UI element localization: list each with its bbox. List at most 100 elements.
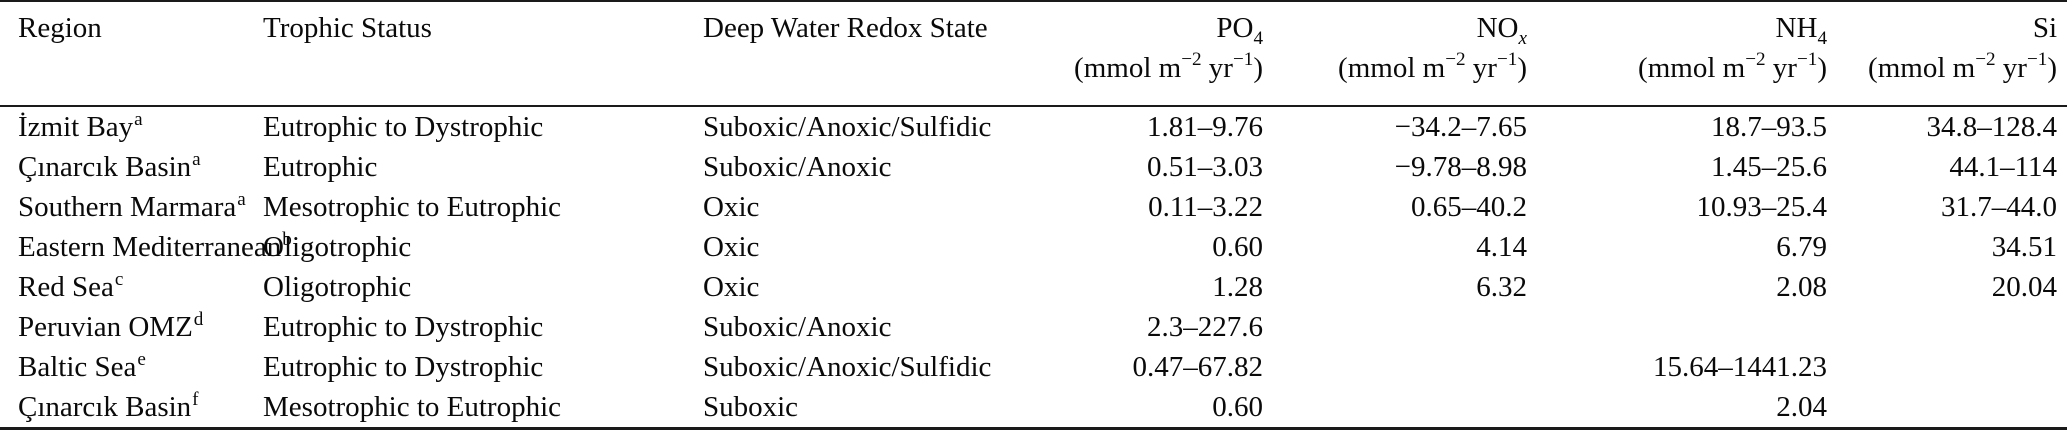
region-name: Çınarcık Basin (18, 391, 192, 423)
region-name: Peruvian OMZ (18, 311, 193, 343)
region-cell: Eastern Mediterraneanb (0, 227, 292, 267)
unit-mid: yr (1465, 52, 1497, 84)
footnote-marker: a (237, 189, 246, 211)
po4-value-cell: 0.60 (1212, 231, 1263, 263)
region-cell: Red Seac (0, 267, 263, 307)
si-symbol: Si (1827, 8, 2057, 48)
nh4-value-cell: 6.79 (1776, 231, 1827, 263)
unit-open: (mmol m (1638, 52, 1746, 84)
unit-close: ) (1253, 52, 1263, 84)
si-value-cell: 34.8–128.4 (1926, 111, 2058, 143)
nox-symbol: NOx (1263, 8, 1527, 48)
si-value-cell: 20.04 (1991, 271, 2057, 303)
nh4-value-cell: 2.04 (1776, 391, 1827, 423)
trophic-status-cell: Eutrophic to Dystrophic (263, 311, 544, 343)
si-symbol-text: Si (2032, 12, 2057, 44)
nox-value-cell (1263, 307, 1527, 347)
region-cell: Baltic Seae (0, 347, 263, 387)
footnote-marker: a (192, 149, 201, 171)
region-cell: Peruvian OMZd (0, 307, 263, 347)
table-row: Southern Marmaraa Mesotrophic to Eutroph… (0, 187, 2067, 227)
unit-mid: yr (1995, 52, 2027, 84)
redox-state-cell: Oxic (703, 231, 760, 263)
region-name: Çınarcık Basin (18, 151, 192, 183)
po4-unit: (mmol m−2 yr−1) (1003, 48, 1263, 88)
footnote-marker: c (114, 269, 124, 291)
nox-value-cell: 6.32 (1476, 271, 1527, 303)
header-row: Region Trophic Status Deep Water Redox S… (0, 1, 2067, 107)
nox-value-cell: 4.14 (1476, 231, 1527, 263)
col-header-si: Si (mmol m−2 yr−1) (1827, 1, 2067, 107)
po4-subscript: 4 (1253, 27, 1263, 49)
po4-value-cell: 0.47–67.82 (1132, 351, 1264, 383)
trophic-status-cell: Mesotrophic to Eutrophic (263, 391, 562, 423)
redox-state-cell: Oxic (703, 271, 760, 303)
trophic-status-cell: Oligotrophic (263, 271, 412, 303)
si-value-cell: 34.51 (1991, 231, 2057, 263)
table-row: Baltic Seae Eutrophic to Dystrophic Subo… (0, 347, 2067, 387)
footnote-marker: b (282, 229, 292, 251)
si-value-cell: 44.1–114 (1949, 151, 2057, 183)
col-header-trophic-status: Trophic Status (263, 1, 703, 107)
col-header-region: Region (0, 1, 263, 107)
si-unit: (mmol m−2 yr−1) (1827, 48, 2057, 88)
nh4-value-cell (1527, 307, 1827, 347)
col-header-po4: PO4 (mmol m−2 yr−1) (1003, 1, 1263, 107)
redox-state-cell: Suboxic (703, 391, 799, 423)
unit-mid: yr (1765, 52, 1797, 84)
unit-open: (mmol m (1868, 52, 1976, 84)
po4-value-cell: 1.81–9.76 (1147, 111, 1263, 143)
footnote-marker: e (137, 349, 146, 371)
table-row: Çınarcık Basinf Mesotrophic to Eutrophic… (0, 387, 2067, 429)
nox-value-cell: −34.2–7.65 (1394, 111, 1527, 143)
table-header: Region Trophic Status Deep Water Redox S… (0, 1, 2067, 107)
region-name: İzmit Bay (18, 111, 134, 143)
trophic-status-cell: Eutrophic to Dystrophic (263, 111, 544, 143)
table-row: İzmit Baya Eutrophic to Dystrophic Subox… (0, 106, 2067, 147)
si-value-cell (1827, 347, 2067, 387)
unit-close: ) (1517, 52, 1527, 84)
table-row: Çınarcık Basina Eutrophic Suboxic/Anoxic… (0, 147, 2067, 187)
nox-symbol-text: NO (1476, 12, 1519, 44)
nh4-value-cell: 1.45–25.6 (1711, 151, 1827, 183)
po4-value-cell: 0.51–3.03 (1147, 151, 1263, 183)
col-header-nh4: NH4 (mmol m−2 yr−1) (1527, 1, 1827, 107)
unit-exponent-m: −2 (1975, 49, 1996, 71)
redox-state-cell: Suboxic/Anoxic/Sulfidic (703, 111, 992, 143)
unit-exponent-yr: −1 (1496, 49, 1518, 71)
region-cell: İzmit Baya (0, 106, 263, 147)
unit-close: ) (2047, 52, 2057, 84)
table-row: Peruvian OMZd Eutrophic to Dystrophic Su… (0, 307, 2067, 347)
nox-value-cell (1263, 387, 1527, 429)
nh4-value-cell: 2.08 (1776, 271, 1827, 303)
unit-exponent-m: −2 (1181, 49, 1202, 71)
region-name: Eastern Mediterranean (18, 231, 282, 263)
unit-exponent-yr: −1 (2026, 49, 2048, 71)
unit-open: (mmol m (1074, 52, 1182, 84)
unit-exponent-m: −2 (1745, 49, 1766, 71)
po4-value-cell: 0.60 (1212, 391, 1263, 423)
po4-value-cell: 0.11–3.22 (1148, 191, 1263, 223)
nox-value-cell (1263, 347, 1527, 387)
redox-state-cell: Suboxic/Anoxic (703, 151, 892, 183)
region-name: Southern Marmara (18, 191, 237, 223)
nh4-subscript: 4 (1817, 27, 1827, 49)
col-header-redox-state: Deep Water Redox State (703, 1, 1003, 107)
unit-close: ) (1817, 52, 1827, 84)
po4-symbol-text: PO (1216, 12, 1254, 44)
nh4-symbol-text: NH (1775, 12, 1818, 44)
si-value-cell: 31.7–44.0 (1941, 191, 2057, 223)
trophic-status-cell: Eutrophic to Dystrophic (263, 351, 544, 383)
trophic-status-cell: Eutrophic (263, 151, 378, 183)
footnote-marker: a (134, 109, 143, 131)
nh4-unit: (mmol m−2 yr−1) (1527, 48, 1827, 88)
region-cell: Southern Marmaraa (0, 187, 263, 227)
redox-state-cell: Suboxic/Anoxic/Sulfidic (703, 351, 992, 383)
nox-value-cell: 0.65–40.2 (1411, 191, 1527, 223)
nox-unit: (mmol m−2 yr−1) (1263, 48, 1527, 88)
trophic-status-cell: Mesotrophic to Eutrophic (263, 191, 562, 223)
po4-symbol: PO4 (1003, 8, 1263, 48)
unit-exponent-yr: −1 (1232, 49, 1254, 71)
redox-state-cell: Suboxic/Anoxic (703, 311, 892, 343)
